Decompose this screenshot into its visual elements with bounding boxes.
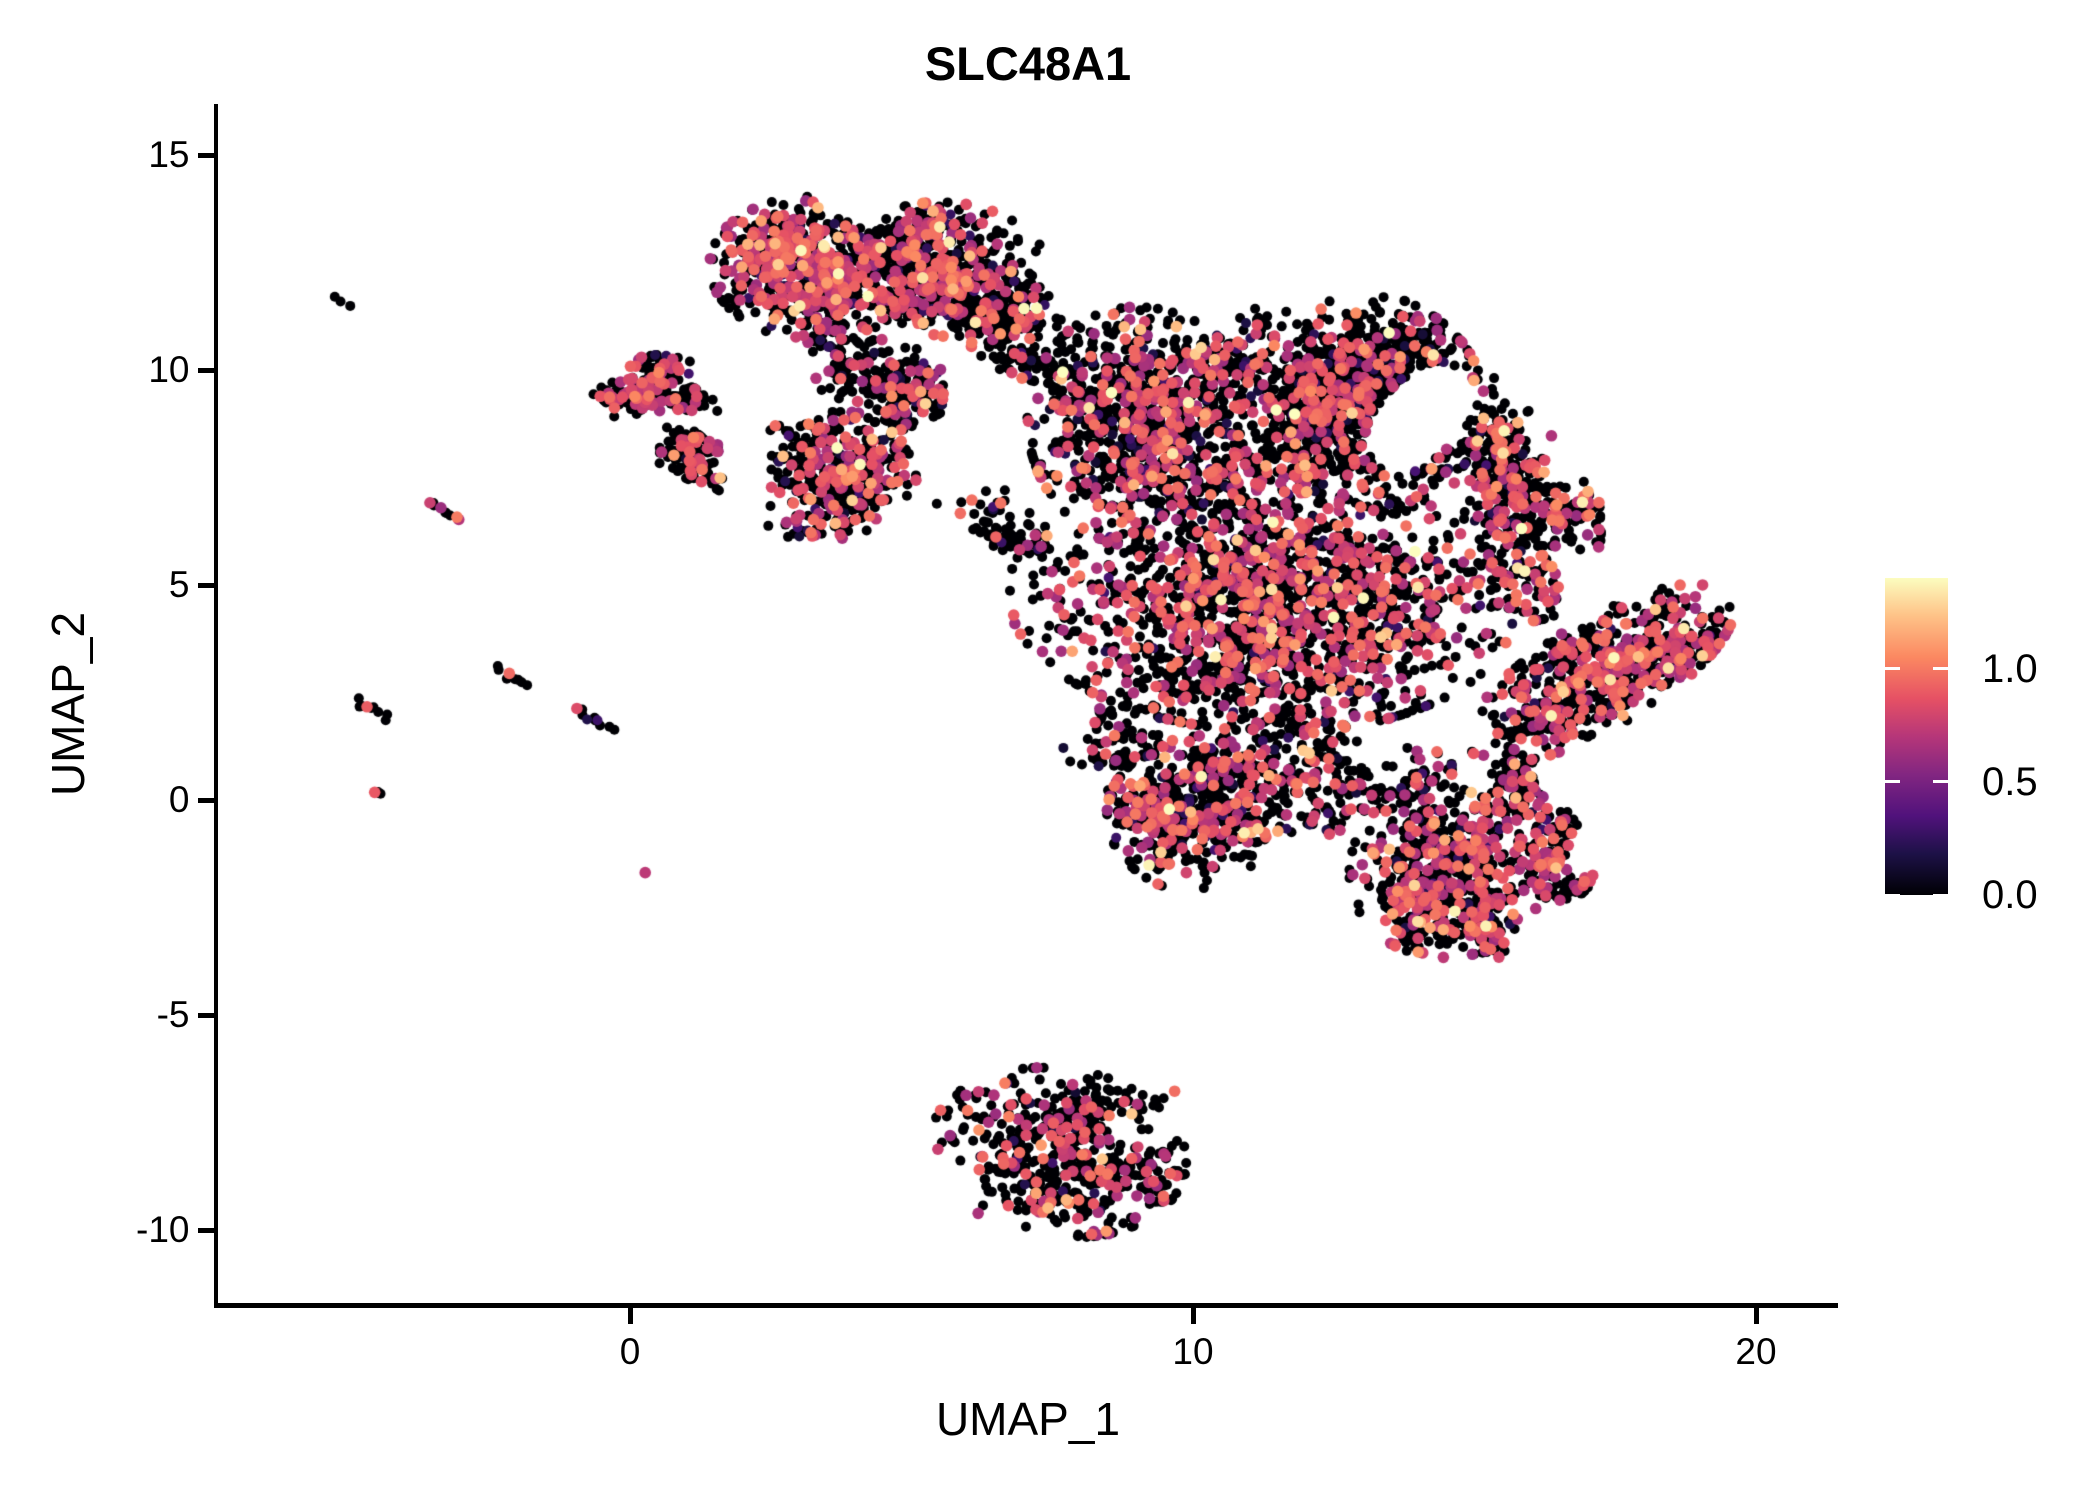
x-tick-label: 0	[619, 1330, 641, 1372]
y-tick-mark	[197, 152, 214, 158]
y-tick-mark	[197, 797, 214, 803]
x-axis-line	[213, 1303, 1838, 1308]
colorbar-tick-mark	[1885, 893, 1900, 897]
y-tick-label: 10	[148, 349, 190, 390]
x-tick-mark	[1753, 1307, 1759, 1324]
y-tick-mark	[197, 367, 214, 373]
colorbar-tick-mark	[1885, 780, 1900, 784]
x-tick-label: 10	[1172, 1330, 1214, 1372]
y-axis-line	[213, 104, 218, 1308]
y-tick-label: -10	[136, 1209, 190, 1250]
colorbar-tick-mark	[1885, 667, 1900, 671]
x-axis-title: UMAP_1	[935, 1393, 1121, 1445]
y-tick-label: -5	[156, 994, 190, 1035]
colorbar-tick-label: 1.0	[1982, 646, 2038, 691]
y-tick-label: 5	[168, 564, 190, 605]
colorbar-tick-label: 0.0	[1982, 873, 2038, 917]
expression-colorbar	[1885, 578, 1948, 895]
colorbar-tick-mark	[1933, 893, 1948, 897]
colorbar-tick-mark	[1933, 667, 1948, 671]
y-tick-mark	[197, 1227, 214, 1233]
y-tick-mark	[197, 1012, 214, 1018]
colorbar-tick-label: 0.5	[1982, 759, 2038, 804]
y-tick-mark	[197, 582, 214, 588]
x-tick-mark	[1190, 1307, 1196, 1324]
plot-title: SLC48A1	[924, 37, 1132, 90]
x-tick-mark	[627, 1307, 633, 1324]
colorbar-tick-mark	[1933, 780, 1948, 784]
y-tick-label: 15	[148, 134, 190, 175]
y-tick-label: 0	[168, 779, 190, 820]
x-tick-label: 20	[1735, 1330, 1777, 1372]
y-axis-title: UMAP_2	[42, 611, 94, 796]
